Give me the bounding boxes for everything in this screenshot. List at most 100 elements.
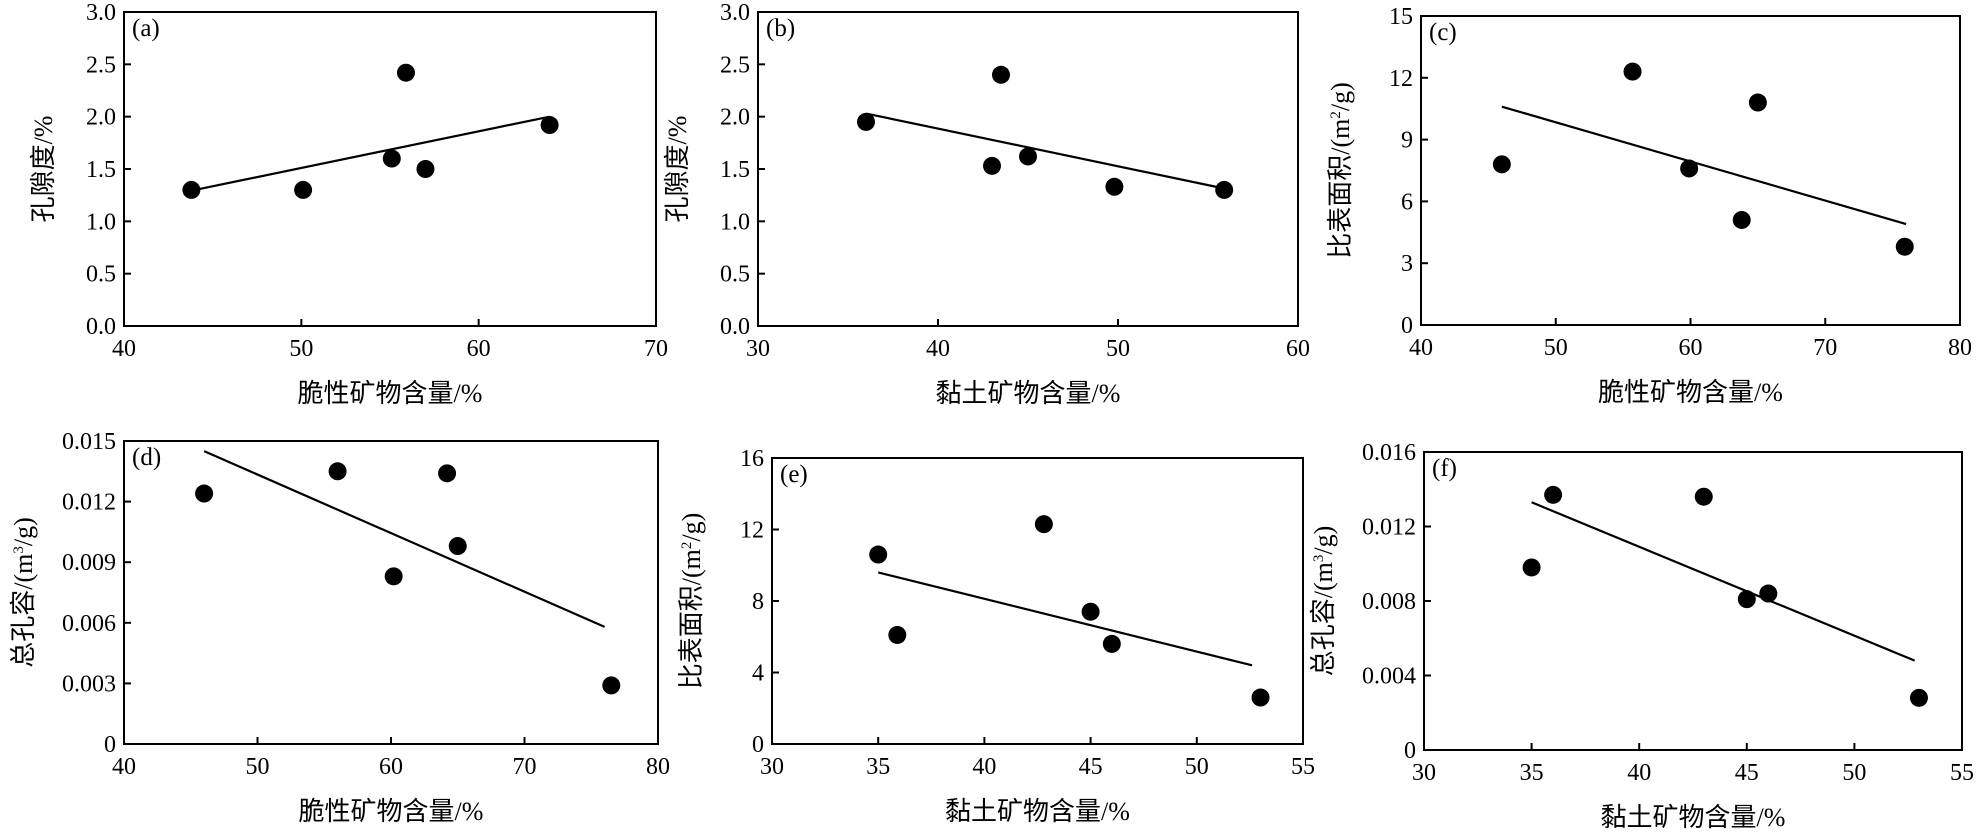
plot-frame [1423, 451, 1963, 751]
trend-line [865, 112, 1227, 190]
x-tick-label: 40 [1627, 760, 1651, 786]
data-point [1215, 180, 1234, 199]
data-point [540, 116, 559, 135]
chart-panel-d: 40 50 60 70 80 0 0.003 0.006 0.009 0.012 0.015 (d) 脆… [9, 429, 670, 826]
data-point [992, 65, 1010, 84]
x-tick-label: 40 [926, 336, 950, 362]
y-tick-label: 0.012 [1362, 515, 1416, 541]
y-tick-label: 12 [1389, 66, 1413, 92]
y-tick-label: 0 [104, 732, 116, 758]
y-tick-label: 0.004 [1362, 664, 1416, 690]
y-axis-title: 孔隙度/% [663, 116, 692, 223]
y-tick-label: 9 [1401, 128, 1413, 154]
data-point [1034, 515, 1053, 534]
trend-line [203, 450, 606, 628]
data-point [328, 462, 347, 481]
x-tick-label: 80 [1948, 335, 1972, 361]
y-tick-label: 15 [1389, 4, 1413, 30]
y-axis-title: 比表面积/(m2/g) [677, 513, 706, 690]
data-point [1732, 210, 1751, 229]
y-axis-title: 总孔容/(m3/g) [9, 517, 38, 668]
x-tick-label: 70 [513, 754, 537, 780]
y-tick-label: 0.015 [62, 429, 116, 455]
data-point [983, 156, 1001, 175]
panel-label: (a) [132, 15, 160, 42]
data-point [1748, 93, 1767, 112]
data-point [382, 149, 401, 168]
data-point [416, 160, 435, 178]
y-tick-label: 0.006 [62, 611, 116, 637]
x-tick-label: 50 [1842, 760, 1866, 786]
data-point [1105, 177, 1124, 196]
y-tick-label: 0 [1404, 738, 1416, 764]
y-tick-label: 0.5 [86, 262, 116, 288]
x-tick-label: 60 [379, 754, 403, 780]
data-point [1680, 159, 1699, 178]
y-tick-label: 4 [752, 661, 764, 687]
x-tick-label: 80 [646, 754, 670, 780]
trend-line [194, 115, 550, 192]
data-point [1623, 62, 1642, 81]
data-point [396, 63, 415, 82]
y-tick-label: 1.5 [720, 157, 750, 183]
y-tick-label: 0.016 [1362, 440, 1416, 466]
chart-panel-b: 30 40 50 60 0.0 0.5 1.0 1.5 2.0 2.5 3.0 (b) 黏土矿物含量/%… [663, 0, 1310, 408]
x-tick-label: 30 [1412, 760, 1436, 786]
y-tick-label: 16 [740, 446, 764, 472]
data-point [1492, 155, 1511, 174]
data-point [1522, 558, 1541, 577]
panel-label: (c) [1429, 19, 1457, 46]
data-point [1544, 485, 1563, 504]
y-tick-label: 1.0 [86, 209, 116, 235]
x-axis-title: 黏土矿物含量/% [945, 797, 1130, 826]
x-axis-title: 脆性矿物含量/% [1598, 378, 1783, 407]
x-tick-label: 45 [1735, 760, 1759, 786]
y-tick-label: 0.009 [62, 550, 116, 576]
x-tick-label: 50 [1185, 754, 1209, 780]
x-tick-label: 45 [1079, 754, 1103, 780]
data-point [602, 676, 621, 695]
data-point [438, 464, 457, 483]
y-tick-label: 0.008 [1362, 589, 1416, 615]
y-tick-label: 3.0 [720, 0, 750, 26]
x-axis-title: 脆性矿物含量/% [299, 797, 484, 826]
data-point [1081, 602, 1100, 621]
y-tick-label: 2.5 [720, 52, 750, 78]
data-point [1102, 634, 1121, 653]
y-tick-label: 0.003 [62, 671, 116, 697]
x-tick-label: 30 [746, 336, 770, 362]
x-tick-label: 60 [1286, 336, 1310, 362]
trend-line [1501, 105, 1907, 226]
x-tick-label: 60 [467, 336, 491, 362]
y-tick-label: 0.5 [720, 262, 750, 288]
chart-panel-a: 40 50 60 70 0.0 0.5 1.0 1.5 2.0 2.5 3.0 (a) 脆性矿物含量/%… [29, 0, 668, 408]
x-tick-label: 50 [1106, 336, 1130, 362]
y-tick-label: 12 [740, 518, 764, 544]
data-point [1019, 147, 1037, 166]
x-tick-label: 70 [644, 336, 668, 362]
x-tick-label: 50 [289, 336, 313, 362]
y-tick-label: 0.0 [720, 314, 750, 340]
trend-line [1531, 501, 1916, 662]
y-axis-title: 孔隙度/% [29, 116, 58, 223]
y-axis-title: 比表面积/(m2/g) [1326, 82, 1355, 259]
data-point [1895, 237, 1914, 256]
data-point [448, 537, 467, 556]
panel-label: (d) [132, 444, 161, 471]
y-tick-label: 0 [1401, 313, 1413, 339]
x-tick-label: 40 [1409, 335, 1433, 361]
x-tick-label: 30 [760, 754, 784, 780]
panel-label: (b) [766, 15, 795, 42]
x-tick-label: 55 [1291, 754, 1315, 780]
data-point [1251, 688, 1270, 707]
data-point [195, 484, 214, 503]
x-tick-label: 35 [866, 754, 890, 780]
x-tick-label: 35 [1520, 760, 1544, 786]
y-tick-label: 1.5 [86, 157, 116, 183]
chart-panel-c: 40 50 60 70 80 0 3 6 9 12 15 (c) 脆性矿物含量/% 比表面积/(m2/g) [1326, 4, 1972, 407]
y-tick-label: 3 [1401, 251, 1413, 277]
x-tick-label: 40 [112, 336, 136, 362]
data-point [1909, 688, 1928, 707]
y-tick-label: 3.0 [86, 0, 116, 26]
